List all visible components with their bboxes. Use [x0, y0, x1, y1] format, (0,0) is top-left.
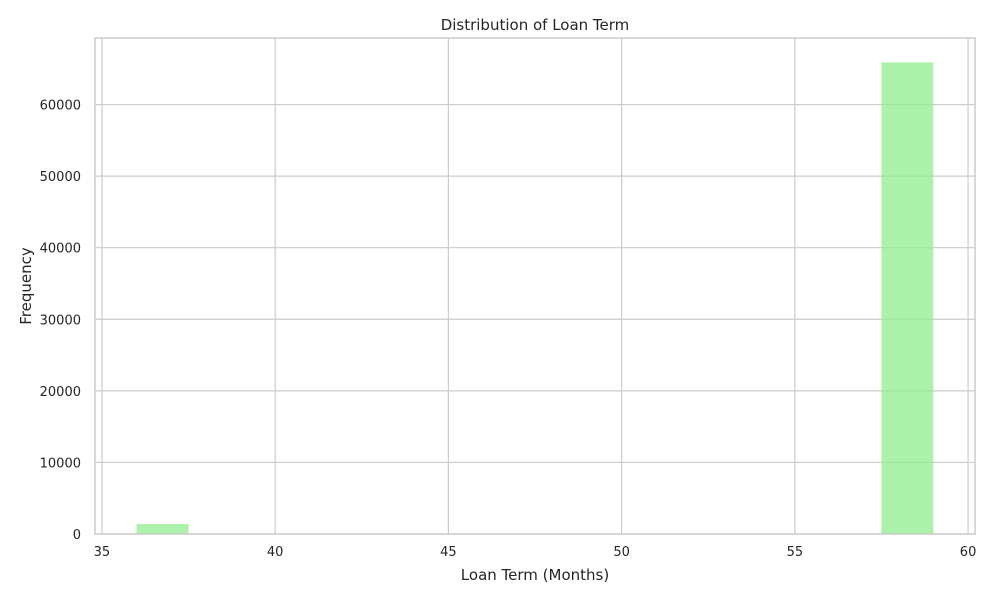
y-tick-label-3: 30000: [40, 313, 81, 328]
x-tick-label-4: 55: [787, 545, 804, 560]
histogram-bar-0: [136, 523, 189, 534]
y-tick-label-1: 10000: [40, 456, 81, 471]
x-tick-label-0: 35: [94, 545, 111, 560]
x-axis-label: Loan Term (Months): [461, 566, 609, 584]
x-tick-label-1: 40: [267, 545, 284, 560]
plot-area: [94, 37, 976, 535]
y-tick-label-0: 0: [73, 528, 81, 543]
chart-title: Distribution of Loan Term: [441, 16, 630, 34]
plot-background: [95, 38, 975, 534]
y-tick-labels: 0 10000 20000 30000 40000 50000 60000: [40, 99, 81, 543]
x-tick-labels: 35 40 45 50 55 60: [94, 545, 977, 560]
y-tick-label-2: 20000: [40, 385, 81, 400]
y-tick-label-6: 60000: [40, 99, 81, 114]
gridlines: [95, 38, 975, 535]
y-axis-label: Frequency: [17, 247, 35, 325]
y-tick-label-5: 50000: [40, 170, 81, 185]
histogram-bar-1: [881, 62, 934, 534]
histogram-bars: [136, 62, 934, 534]
x-tick-label-5: 60: [960, 545, 977, 560]
x-tick-label-3: 50: [613, 545, 630, 560]
plot-frame: [94, 37, 976, 535]
x-tick-label-2: 45: [440, 545, 457, 560]
y-tick-label-4: 40000: [40, 242, 81, 257]
